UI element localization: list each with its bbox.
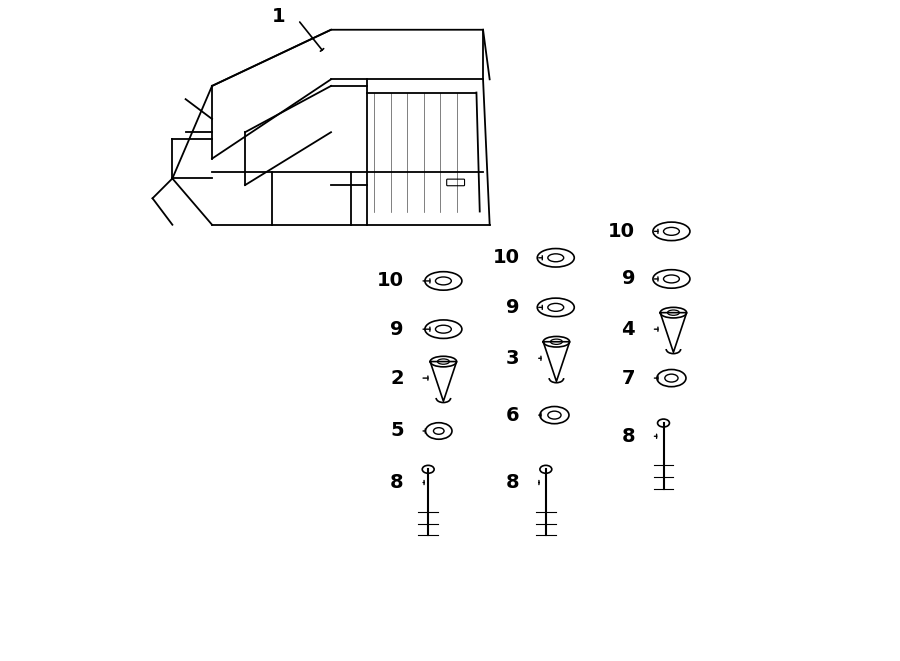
Text: 9: 9 <box>506 298 519 317</box>
Text: 1: 1 <box>271 7 285 26</box>
Text: 4: 4 <box>622 320 635 338</box>
Text: 8: 8 <box>390 473 404 492</box>
Text: 7: 7 <box>622 369 635 387</box>
Text: 10: 10 <box>377 272 404 290</box>
Text: 5: 5 <box>390 422 404 440</box>
Text: 9: 9 <box>622 270 635 288</box>
Text: 3: 3 <box>506 349 519 368</box>
Text: 8: 8 <box>506 473 519 492</box>
Text: 8: 8 <box>622 427 635 446</box>
Text: 9: 9 <box>391 320 404 338</box>
Text: 2: 2 <box>390 369 404 387</box>
Text: 6: 6 <box>506 406 519 424</box>
Text: 10: 10 <box>492 249 519 267</box>
Text: 10: 10 <box>608 222 635 241</box>
